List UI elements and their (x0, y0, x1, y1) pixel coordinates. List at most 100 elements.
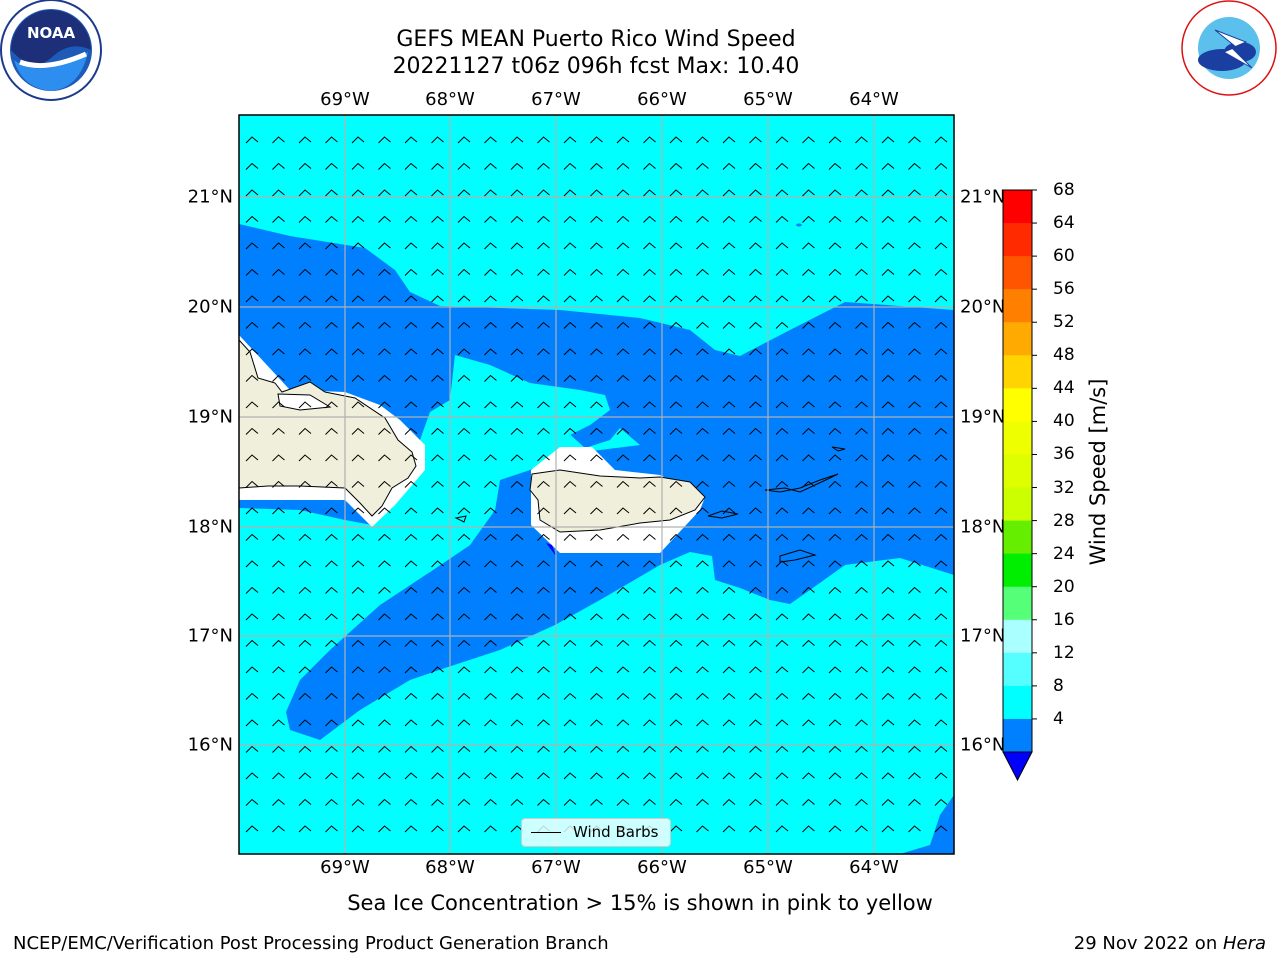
wind-barb (643, 321, 656, 329)
wind-barb (643, 798, 656, 806)
wind-barb (457, 586, 471, 594)
wind-barb (563, 215, 577, 223)
wind-barb (457, 295, 471, 303)
wind-barb (881, 321, 895, 329)
wind-barb (325, 321, 338, 329)
wind-barb (298, 533, 312, 541)
wind-barb (378, 427, 391, 435)
wind-barb (510, 268, 524, 276)
wind-barb (696, 719, 709, 727)
wind-barb (537, 533, 550, 541)
wind-barb (404, 613, 418, 621)
wind-barb (802, 427, 815, 435)
puerto-rico-land (529, 469, 706, 533)
wind-barb (828, 613, 842, 621)
lon-label-bottom: 64°W (849, 857, 899, 878)
wind-barb (325, 162, 338, 170)
wind-barb (908, 586, 921, 594)
wind-barb (351, 215, 365, 223)
wind-barb (855, 639, 868, 647)
wind-barb (245, 189, 259, 197)
wind-barb (722, 560, 736, 568)
wind-barb (245, 401, 259, 409)
wind-barb (351, 401, 365, 409)
wind-barb (616, 189, 630, 197)
colorbar-tick-label: 64 (1053, 213, 1075, 234)
wind-barb (802, 374, 815, 382)
wind-barb (510, 798, 524, 806)
wind-barb (404, 772, 418, 780)
wind-barb (643, 374, 656, 382)
wind-barb (378, 639, 391, 647)
wind-barb (537, 692, 550, 700)
wind-barb (431, 242, 444, 250)
wind-barb (802, 745, 815, 753)
wind-barb (669, 401, 683, 409)
wind-barb (510, 401, 524, 409)
wind-barb (510, 295, 524, 303)
wind-barb (881, 507, 895, 515)
colorbar-segment (1003, 619, 1032, 654)
wind-barb (828, 639, 842, 647)
wind-barb (749, 242, 762, 250)
wind-barb (855, 560, 868, 568)
wind-barb (908, 295, 921, 303)
wind-barb (722, 374, 736, 382)
wind-barb (378, 321, 391, 329)
wind-barb (934, 639, 948, 647)
wind-barb (298, 586, 312, 594)
wind-barb (245, 719, 259, 727)
wind-barb (775, 772, 789, 780)
wind-barb (590, 348, 603, 356)
wind-barb (298, 772, 312, 780)
wind-barb (802, 533, 815, 541)
wind-barb (669, 268, 683, 276)
wind-barb (378, 480, 391, 488)
wind-barb (908, 242, 921, 250)
wind-barb (669, 825, 683, 833)
wind-barb (457, 825, 471, 833)
wind-barb (457, 454, 471, 462)
wind-barb (325, 295, 338, 303)
wind-barb (590, 533, 603, 541)
lon-label-bottom: 68°W (425, 857, 475, 878)
wind-barb (272, 745, 285, 753)
wind-barb (855, 666, 868, 674)
wind-barb (934, 798, 948, 806)
wind-barb (510, 189, 524, 197)
wind-barb (484, 586, 497, 594)
wind-barb (696, 745, 709, 753)
wind-barb (404, 745, 418, 753)
wind-barb (537, 719, 550, 727)
st-croix-island (779, 549, 817, 563)
wind-barb (828, 374, 842, 382)
wind-barb (643, 719, 656, 727)
wind-barb (643, 533, 656, 541)
legend-line-icon (531, 832, 561, 833)
colorbar-segment (1003, 355, 1032, 389)
wind-barb (722, 719, 736, 727)
wind-barb (881, 268, 895, 276)
wind-barb (537, 745, 550, 753)
wind-barb (828, 586, 842, 594)
colorbar-segment (1003, 256, 1032, 290)
wind-barb (510, 745, 524, 753)
wind-barb (272, 639, 285, 647)
wind-barb (722, 189, 736, 197)
wind-barb (563, 745, 577, 753)
wind-barb (431, 162, 444, 170)
wind-barb (510, 427, 524, 435)
wind-barb (749, 772, 762, 780)
wind-barb (563, 639, 577, 647)
wind-barb (298, 374, 312, 382)
wind-barb (590, 268, 603, 276)
wind-barb (908, 268, 921, 276)
wind-barb (828, 772, 842, 780)
wind-barb (669, 772, 683, 780)
wind-barb (351, 454, 365, 462)
wind-barb (510, 321, 524, 329)
colorbar-segment (1003, 553, 1032, 588)
wind-barb (775, 480, 789, 488)
wind-barb (775, 639, 789, 647)
wind-barb (881, 348, 895, 356)
